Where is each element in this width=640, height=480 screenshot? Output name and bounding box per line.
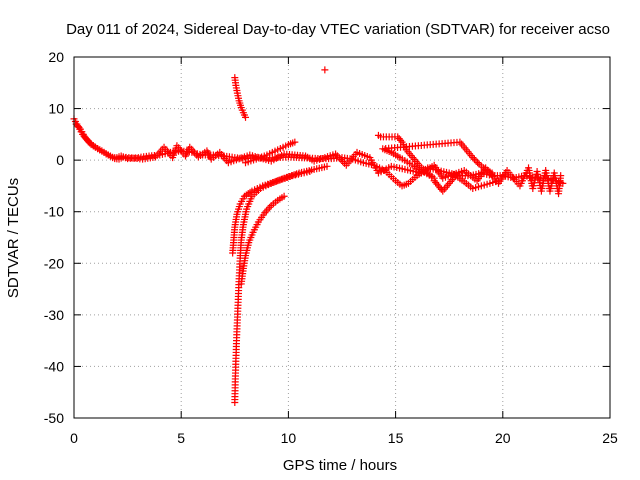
x-tick-label: 0 [70, 430, 78, 446]
data-point [397, 136, 405, 144]
y-tick-labels: -50 -40 -30 -20 -10 0 10 20 [44, 49, 64, 426]
axis-ticks [73, 56, 611, 419]
x-tick-label: 20 [495, 430, 511, 446]
series-upper-track [231, 74, 250, 121]
data-point [474, 159, 482, 167]
x-tick-label: 15 [388, 430, 404, 446]
y-tick-label: -40 [44, 358, 64, 374]
y-tick-label: -20 [44, 255, 64, 271]
grid-lines [74, 57, 610, 418]
data-point [323, 162, 331, 170]
x-axis-label: GPS time / hours [283, 457, 397, 474]
x-tick-label: 25 [602, 430, 618, 446]
series-outlier [321, 66, 329, 74]
data-point [306, 167, 314, 175]
data-point [262, 207, 270, 215]
data-point [495, 177, 503, 185]
x-tick-labels: 0 5 10 15 20 25 [70, 430, 618, 446]
y-tick-label: 20 [48, 49, 64, 65]
data-point [75, 123, 83, 131]
data-point [472, 157, 480, 165]
x-tick-label: 5 [177, 430, 185, 446]
data-point [557, 172, 565, 180]
series-rising-track [242, 138, 299, 167]
data-point [291, 138, 299, 146]
series-right-track [237, 192, 288, 288]
y-tick-label: -30 [44, 307, 64, 323]
data-point [488, 169, 496, 177]
y-axis-label: SDTVAR / TECUs [5, 178, 22, 298]
series-upper-right-tracks [374, 131, 496, 182]
data-points [70, 66, 567, 407]
series-scatter-cloud [72, 120, 565, 198]
data-point [84, 136, 92, 144]
data-point [321, 66, 329, 74]
data-point [280, 192, 288, 200]
data-point [242, 113, 250, 121]
series-mid-track [229, 167, 314, 257]
y-tick-label: 10 [48, 101, 64, 117]
data-point [470, 155, 478, 163]
y-tick-label: 0 [56, 152, 64, 168]
chart-title: Day 011 of 2024, Sidereal Day-to-day VTE… [66, 21, 610, 38]
plot-frame [73, 56, 611, 419]
x-tick-label: 10 [281, 430, 297, 446]
y-tick-label: -10 [44, 204, 64, 220]
y-tick-label: -50 [44, 410, 64, 426]
series-lower-right-tracks [430, 172, 503, 195]
series-main-band [70, 115, 567, 190]
data-point [266, 203, 274, 211]
data-point [469, 154, 477, 162]
